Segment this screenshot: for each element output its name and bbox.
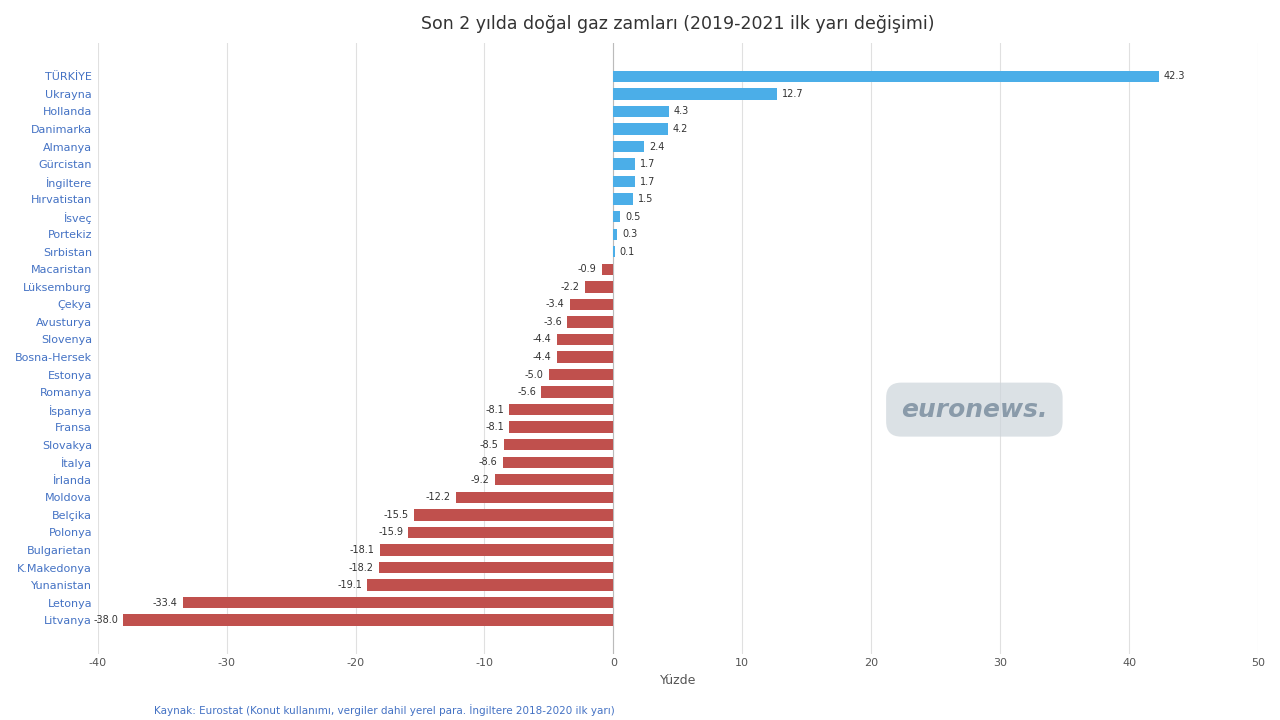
Bar [613,228,617,240]
Bar [613,211,620,222]
Bar [379,562,613,573]
Text: euronews.: euronews. [901,397,1047,422]
Bar [367,580,613,590]
Text: 1.7: 1.7 [640,176,655,186]
Bar [602,264,613,275]
Text: -12.2: -12.2 [426,492,451,503]
Text: -3.4: -3.4 [545,300,564,310]
Bar [557,351,613,363]
Bar [557,334,613,345]
Bar [504,439,613,451]
Text: -2.2: -2.2 [561,282,580,292]
Bar [613,71,1158,82]
Bar [567,316,613,328]
Bar [541,387,613,397]
Text: -18.1: -18.1 [349,545,375,555]
Bar [613,176,635,187]
Bar [413,509,613,521]
Text: -0.9: -0.9 [577,264,596,274]
Bar [613,123,668,135]
Text: -8.6: -8.6 [479,457,498,467]
Text: -8.5: -8.5 [480,440,499,450]
Bar [585,281,613,292]
Text: -5.6: -5.6 [517,387,536,397]
Text: 42.3: 42.3 [1164,71,1185,81]
Text: 4.3: 4.3 [675,107,689,117]
Text: -5.0: -5.0 [525,369,544,379]
Bar [570,299,613,310]
Bar [613,158,635,170]
Bar [613,88,777,99]
Bar [495,474,613,485]
Text: -9.2: -9.2 [471,474,490,485]
Text: 4.2: 4.2 [673,124,689,134]
Bar [123,614,613,626]
Text: -18.2: -18.2 [348,562,374,572]
Bar [183,597,613,608]
Text: 0.1: 0.1 [620,247,635,257]
Text: -33.4: -33.4 [152,598,178,608]
Text: -4.4: -4.4 [532,352,552,362]
Bar [503,456,613,468]
Text: 1.5: 1.5 [637,194,653,204]
Text: 12.7: 12.7 [782,89,804,99]
Bar [613,246,614,258]
Text: 0.3: 0.3 [622,229,637,239]
Bar [613,106,669,117]
Title: Son 2 yılda doğal gaz zamları (2019-2021 ilk yarı değişimi): Son 2 yılda doğal gaz zamları (2019-2021… [421,15,934,33]
Bar [509,404,613,415]
Bar [380,544,613,556]
Bar [549,369,613,380]
Bar [509,421,613,433]
X-axis label: Yüzde: Yüzde [659,674,696,687]
Bar [456,492,613,503]
Text: 2.4: 2.4 [649,142,664,151]
Bar [613,141,644,152]
Text: -38.0: -38.0 [93,615,118,625]
Text: -3.6: -3.6 [543,317,562,327]
Text: 1.7: 1.7 [640,159,655,169]
Text: Kaynak: Eurostat (Konut kullanımı, vergiler dahil yerel para. İngiltere 2018-202: Kaynak: Eurostat (Konut kullanımı, vergi… [154,704,614,716]
Text: -8.1: -8.1 [485,422,504,432]
Text: -4.4: -4.4 [532,335,552,344]
Text: -19.1: -19.1 [337,580,362,590]
Bar [613,194,632,204]
Text: -15.5: -15.5 [383,510,408,520]
Text: -8.1: -8.1 [485,405,504,415]
Bar [408,527,613,538]
Text: -15.9: -15.9 [378,528,403,537]
Text: 0.5: 0.5 [625,212,640,222]
